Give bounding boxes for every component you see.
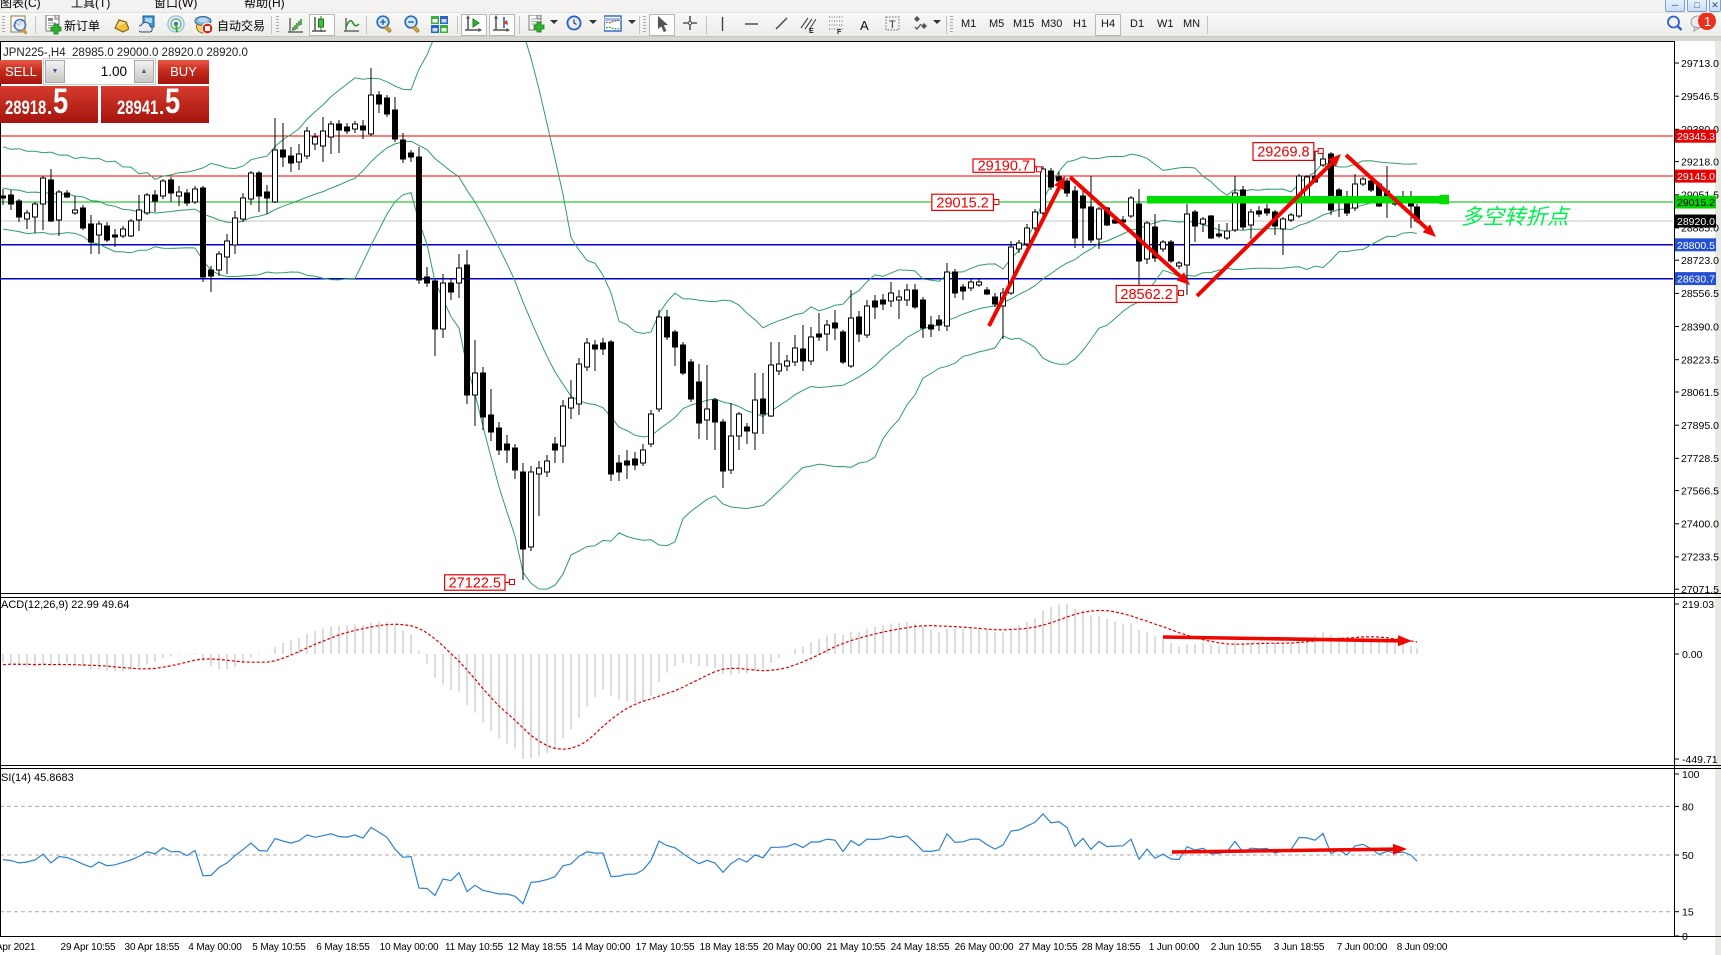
svg-text:1 Jun 00:00: 1 Jun 00:00 (1149, 942, 1200, 953)
svg-text:10 May 00:00: 10 May 00:00 (380, 942, 439, 953)
svg-text:28800.5: 28800.5 (1677, 240, 1715, 252)
svg-text:21 May 10:55: 21 May 10:55 (827, 942, 886, 953)
svg-text:14 May 00:00: 14 May 00:00 (572, 942, 631, 953)
svg-text:219.03: 219.03 (1682, 599, 1714, 611)
svg-text:20 May 00:00: 20 May 00:00 (763, 942, 822, 953)
svg-text:29145.0: 29145.0 (1677, 171, 1715, 183)
svg-text:4 May 00:00: 4 May 00:00 (188, 942, 242, 953)
svg-text:29015.2: 29015.2 (936, 195, 988, 211)
svg-text:17 May 10:55: 17 May 10:55 (636, 942, 695, 953)
svg-text:SI(14) 45.8683: SI(14) 45.8683 (1, 772, 74, 784)
svg-text:28562.2: 28562.2 (1120, 287, 1172, 303)
svg-text:29546.5: 29546.5 (1681, 91, 1719, 103)
svg-text:29713.0: 29713.0 (1681, 58, 1719, 70)
svg-text:3 Jun 18:55: 3 Jun 18:55 (1274, 942, 1325, 953)
svg-text:28 Apr 2021: 28 Apr 2021 (0, 942, 36, 953)
svg-text:28223.5: 28223.5 (1681, 355, 1719, 367)
svg-text:-449.71: -449.71 (1682, 754, 1718, 766)
svg-text:27071.5: 27071.5 (1681, 584, 1719, 596)
svg-text:T: T (889, 19, 896, 31)
svg-text:7 Jun 00:00: 7 Jun 00:00 (1337, 942, 1388, 953)
svg-text:50: 50 (1682, 850, 1694, 862)
svg-text:27 May 10:55: 27 May 10:55 (1019, 942, 1078, 953)
svg-text:5 May 10:55: 5 May 10:55 (252, 942, 306, 953)
svg-text:29 Apr 10:55: 29 Apr 10:55 (61, 942, 117, 953)
svg-text:6 May 18:55: 6 May 18:55 (316, 942, 370, 953)
svg-text:多空转折点: 多空转折点 (1461, 205, 1571, 229)
svg-text:29218.0: 29218.0 (1681, 156, 1719, 168)
svg-text:100: 100 (1682, 769, 1700, 781)
svg-text:28723.0: 28723.0 (1681, 255, 1719, 267)
svg-text:27895.0: 27895.0 (1681, 420, 1719, 432)
svg-text:29190.7: 29190.7 (978, 159, 1030, 175)
svg-text:30 Apr 18:55: 30 Apr 18:55 (125, 942, 181, 953)
svg-text:0.00: 0.00 (1682, 649, 1703, 661)
svg-text:F: F (837, 29, 842, 35)
svg-text:28556.5: 28556.5 (1681, 288, 1719, 300)
svg-text:28 May 18:55: 28 May 18:55 (1082, 942, 1141, 953)
svg-text:27233.5: 27233.5 (1681, 552, 1719, 564)
svg-text:2 Jun 10:55: 2 Jun 10:55 (1211, 942, 1262, 953)
svg-text:8 Jun 09:00: 8 Jun 09:00 (1397, 942, 1448, 953)
svg-text:E: E (809, 28, 814, 35)
svg-text:15: 15 (1682, 907, 1694, 919)
svg-text:12 May 18:55: 12 May 18:55 (508, 942, 567, 953)
svg-text:27122.5: 27122.5 (449, 576, 501, 592)
svg-text:28390.0: 28390.0 (1681, 321, 1719, 333)
svg-text:JPN225-,H4 28985.0 29000.0 28: JPN225-,H4 28985.0 29000.0 28920.0 28920… (3, 47, 248, 59)
svg-text:0: 0 (1682, 931, 1688, 943)
svg-text:ACD(12,26,9) 22.99 49.64: ACD(12,26,9) 22.99 49.64 (1, 599, 129, 611)
svg-text:29269.8: 29269.8 (1257, 145, 1309, 161)
svg-text:29015.2: 29015.2 (1677, 197, 1715, 209)
svg-text:29345.3: 29345.3 (1677, 131, 1715, 143)
svg-text:28630.7: 28630.7 (1677, 274, 1715, 286)
svg-text:18 May 18:55: 18 May 18:55 (700, 942, 759, 953)
svg-text:11 May 10:55: 11 May 10:55 (445, 942, 504, 953)
svg-text:28061.5: 28061.5 (1681, 387, 1719, 399)
svg-text:80: 80 (1682, 801, 1694, 813)
svg-text:27400.0: 27400.0 (1681, 519, 1719, 531)
svg-text:1: 1 (1704, 14, 1711, 29)
svg-text:27728.5: 27728.5 (1681, 453, 1719, 465)
svg-text:26 May 00:00: 26 May 00:00 (955, 942, 1014, 953)
svg-text:28920.0: 28920.0 (1677, 216, 1715, 228)
svg-text:24 May 18:55: 24 May 18:55 (891, 942, 950, 953)
svg-text:27566.5: 27566.5 (1681, 485, 1719, 497)
